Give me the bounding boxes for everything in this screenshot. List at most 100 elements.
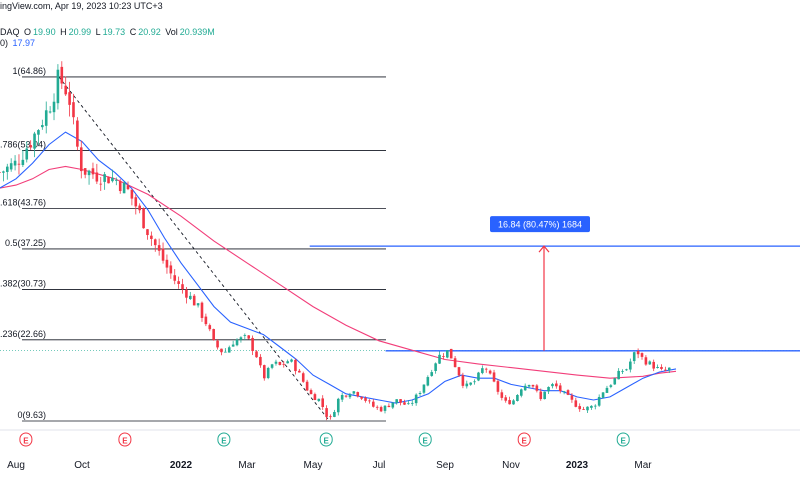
candle-body — [578, 406, 582, 410]
candle-body — [352, 391, 356, 394]
candle-body — [379, 407, 383, 412]
candle — [364, 396, 367, 403]
candle-body — [333, 411, 336, 417]
candle — [200, 301, 204, 322]
candle-body — [387, 405, 391, 408]
candle-body — [492, 372, 496, 382]
fib-level-label: .382(30.73) — [0, 279, 46, 289]
earnings-badge — [616, 432, 630, 447]
candle — [418, 391, 422, 396]
candle-body — [504, 397, 508, 401]
measure-label-bg — [490, 216, 590, 233]
candle-body — [37, 130, 40, 135]
candle — [660, 364, 663, 371]
candle-body — [329, 416, 332, 418]
candle-body — [216, 340, 219, 348]
measure-label-box: 16.84 (80.47%) 1684 — [490, 216, 590, 233]
candle-body — [0, 172, 1, 174]
candle-body — [76, 120, 79, 147]
measure-arrow — [538, 245, 550, 351]
candle — [37, 129, 40, 146]
candle-body — [9, 163, 13, 170]
candle — [570, 393, 574, 403]
candle — [83, 168, 87, 179]
candle — [375, 405, 379, 410]
candle — [613, 377, 617, 385]
candle-body — [426, 377, 430, 386]
candle-body — [590, 405, 593, 408]
candle-body — [570, 395, 574, 400]
earnings-letter: E — [221, 437, 227, 446]
candle — [590, 405, 593, 410]
ma-value: 17.97 — [12, 38, 36, 48]
candle-body — [301, 373, 305, 382]
candle — [286, 359, 289, 364]
candle-body — [83, 168, 87, 175]
candle-body — [48, 111, 52, 113]
candle-body — [142, 208, 145, 229]
candle-body — [259, 356, 262, 366]
candle-body — [13, 160, 17, 166]
candle-body — [593, 405, 597, 407]
candle-body — [465, 383, 469, 387]
candle — [582, 406, 585, 410]
candle-body — [667, 367, 671, 371]
candle — [251, 335, 254, 356]
candle — [523, 383, 527, 391]
ohlc-high-value: 20.99 — [68, 27, 92, 37]
candle — [609, 384, 613, 389]
candle — [239, 336, 243, 343]
candle — [227, 345, 231, 353]
ma-slow-line — [0, 165, 677, 379]
candle-body — [348, 394, 352, 398]
earnings-letter: E — [423, 437, 429, 446]
candle — [629, 358, 632, 373]
earnings-badge — [217, 432, 231, 447]
candle-body — [309, 390, 313, 395]
candle-body — [469, 382, 472, 385]
candle — [274, 359, 278, 366]
candle — [399, 399, 402, 406]
candle — [99, 176, 103, 191]
candle-body — [224, 351, 227, 353]
earnings-marker: E — [118, 432, 132, 447]
chart-header-ma: 0) 17.97 — [0, 38, 37, 48]
candle-body — [212, 329, 215, 340]
candle-body — [255, 351, 258, 358]
header-symbol: DAQ — [0, 27, 20, 37]
candle — [535, 384, 539, 393]
candle — [118, 178, 122, 194]
candle-body — [508, 400, 511, 405]
fib-level-label: .236(22.66) — [0, 329, 46, 339]
candle — [356, 391, 360, 398]
candle — [216, 338, 219, 350]
candle — [625, 368, 628, 371]
candle — [446, 350, 449, 359]
candle — [76, 117, 79, 151]
candle — [457, 366, 461, 377]
candle-body — [372, 401, 375, 407]
candle — [173, 269, 177, 285]
candle — [368, 399, 371, 404]
candle — [161, 242, 165, 264]
candle-body — [609, 385, 613, 387]
candle-body — [64, 85, 67, 95]
earnings-letter: E — [122, 437, 128, 446]
x-axis-tick-label: Aug — [7, 460, 25, 471]
candle-body — [574, 400, 578, 407]
candle-body — [597, 396, 601, 406]
candle-body — [391, 402, 395, 408]
candle — [204, 313, 208, 327]
candle — [648, 360, 652, 365]
candle-body — [340, 395, 344, 400]
candle — [593, 404, 597, 410]
candle-body — [519, 389, 523, 396]
candle — [138, 203, 141, 214]
candle — [181, 278, 184, 294]
x-axis-tick-label: 2023 — [566, 460, 589, 471]
x-axis-tick-label: 2022 — [170, 460, 193, 471]
candle — [111, 169, 114, 183]
candle — [25, 141, 29, 163]
